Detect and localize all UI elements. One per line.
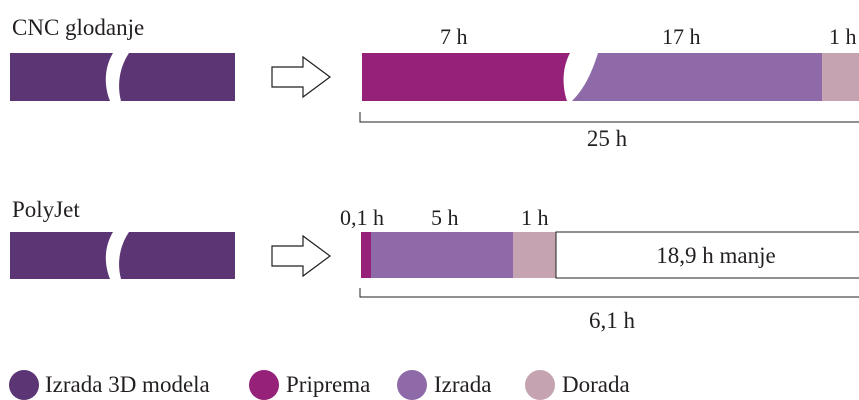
legend-label-priprema: Priprema bbox=[286, 372, 370, 397]
legend-swatch-priprema bbox=[249, 370, 279, 400]
polyjet-label-priprema: 0,1 h bbox=[340, 205, 384, 230]
cnc-segment-priprema bbox=[362, 53, 570, 101]
cnc-model-block-left bbox=[10, 53, 113, 101]
cnc-segment-izrada bbox=[572, 53, 822, 101]
legend-label-izrada: Izrada bbox=[434, 372, 491, 397]
cnc-total-label: 25 h bbox=[587, 126, 628, 151]
polyjet-segment-dorada bbox=[513, 232, 556, 278]
cnc-model-block-right bbox=[119, 53, 235, 101]
polyjet-saved-label: 18,9 h manje bbox=[656, 243, 775, 268]
polyjet-total-label: 6,1 h bbox=[589, 308, 636, 333]
polyjet-model-block-left bbox=[10, 232, 113, 279]
legend: Izrada 3D modela Priprema Izrada Dorada bbox=[9, 370, 630, 400]
cnc-label-dorada: 1 h bbox=[829, 24, 857, 49]
legend-swatch-model bbox=[9, 370, 39, 400]
polyjet-segment-priprema bbox=[361, 232, 371, 278]
cnc-segment-dorada bbox=[822, 53, 859, 101]
polyjet-model-block bbox=[10, 232, 235, 279]
cnc-title: CNC glodanje bbox=[12, 15, 144, 40]
legend-label-model: Izrada 3D modela bbox=[45, 372, 210, 397]
legend-swatch-dorada bbox=[525, 370, 555, 400]
cnc-label-izrada: 17 h bbox=[662, 24, 701, 49]
polyjet-label-izrada: 5 h bbox=[431, 205, 459, 230]
polyjet-label-dorada: 1 h bbox=[521, 205, 549, 230]
cnc-arrow-right-outline-icon bbox=[271, 55, 332, 99]
cnc-model-block bbox=[10, 53, 235, 101]
polyjet-model-block-right bbox=[119, 232, 235, 279]
cnc-label-priprema: 7 h bbox=[440, 24, 468, 49]
polyjet-total-bracket bbox=[359, 288, 859, 298]
polyjet-title: PolyJet bbox=[12, 197, 80, 222]
legend-label-dorada: Dorada bbox=[562, 372, 630, 397]
polyjet-segment-saved bbox=[555, 231, 859, 279]
polyjet-segment-izrada bbox=[371, 232, 513, 278]
cnc-total-bracket bbox=[359, 112, 859, 123]
legend-swatch-izrada bbox=[397, 370, 427, 400]
polyjet-arrow-right-outline-icon bbox=[271, 234, 332, 278]
